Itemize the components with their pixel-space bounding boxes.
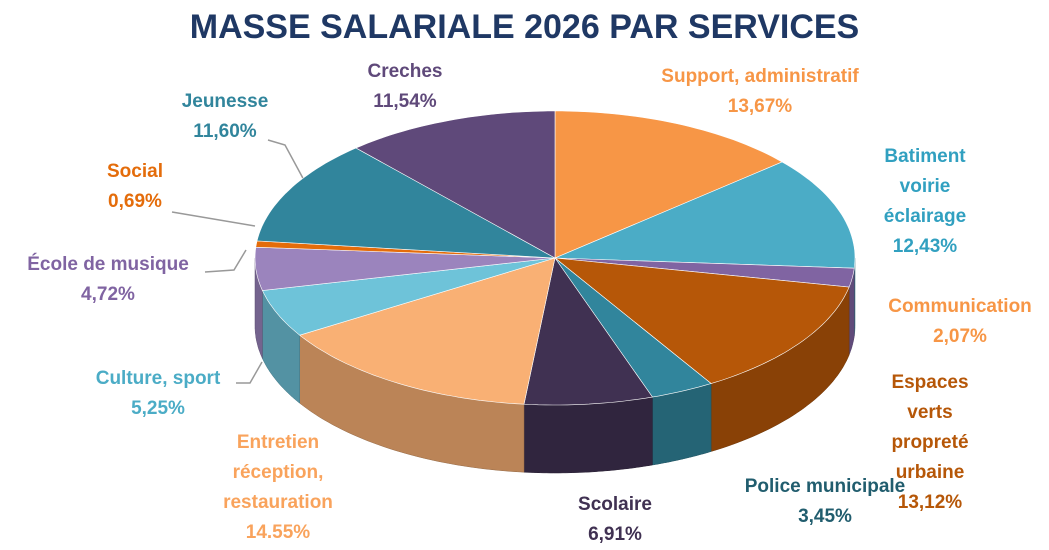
data-label: Police municipale 3,45% xyxy=(745,472,906,532)
category-label: Batiment voirie éclairage xyxy=(883,146,967,227)
data-label: Batiment voirie éclairage 12,43% xyxy=(863,142,987,262)
category-label: Communication xyxy=(888,296,1032,317)
value-label: 14.55% xyxy=(245,522,311,543)
value-label: 13,67% xyxy=(727,96,793,117)
category-label: Social xyxy=(107,161,163,182)
value-label: 13,12% xyxy=(897,492,963,513)
data-label: École de musique 4,72% xyxy=(27,250,189,310)
data-label: Communication 2,07% xyxy=(888,292,1032,352)
category-label: Espaces verts propreté urbaine xyxy=(891,372,969,483)
value-label: 2,07% xyxy=(933,326,987,347)
data-label: Culture, sport 5,25% xyxy=(96,364,221,424)
data-label: Espaces verts propreté urbaine 13,12% xyxy=(871,368,990,518)
pie-slice xyxy=(254,246,556,291)
pie-slice xyxy=(261,257,556,336)
category-label: Scolaire xyxy=(578,494,652,515)
data-label: Creches 11,54% xyxy=(368,57,443,117)
category-label: Creches xyxy=(367,61,443,82)
leader-line xyxy=(204,249,247,273)
category-label: Support, administratif xyxy=(661,66,859,87)
value-label: 11,60% xyxy=(193,121,257,142)
value-label: 4,72% xyxy=(81,284,135,305)
pie-slice xyxy=(256,147,556,259)
leader-line xyxy=(236,361,263,384)
pie-slice xyxy=(523,257,653,406)
data-label: Jeunesse 11,60% xyxy=(182,87,269,147)
value-label: 12,43% xyxy=(892,236,958,257)
value-label: 6,91% xyxy=(588,524,642,545)
value-label: 5,25% xyxy=(131,398,185,419)
pie-slice xyxy=(554,257,850,384)
category-label: Jeunesse xyxy=(181,91,269,112)
data-label: Social 0,69% xyxy=(107,157,163,217)
data-label: Entretien réception, restauration 14.55% xyxy=(223,428,333,548)
pie-sides xyxy=(254,258,856,474)
pie-slice xyxy=(554,257,712,398)
category-label: Culture, sport xyxy=(95,368,221,389)
category-label: École de musique xyxy=(27,254,189,275)
data-label: Support, administratif 13,67% xyxy=(661,62,858,122)
leader-line xyxy=(171,211,256,227)
pie-slice xyxy=(554,161,856,269)
data-label: Scolaire 6,91% xyxy=(578,490,652,550)
pie-side xyxy=(523,396,653,474)
category-label: Police municipale xyxy=(744,476,906,497)
leader-line xyxy=(267,139,306,183)
pie-slice xyxy=(554,110,783,259)
value-label: 0,69% xyxy=(108,191,162,212)
pie-slice xyxy=(299,257,556,405)
chart-title: MASSE SALARIALE 2026 PAR SERVICES xyxy=(189,8,860,46)
category-label: Entretien réception, restauration xyxy=(223,432,333,513)
value-label: 3,45% xyxy=(798,506,852,527)
pie-slice xyxy=(355,110,556,259)
value-label: 11,54% xyxy=(373,91,437,112)
